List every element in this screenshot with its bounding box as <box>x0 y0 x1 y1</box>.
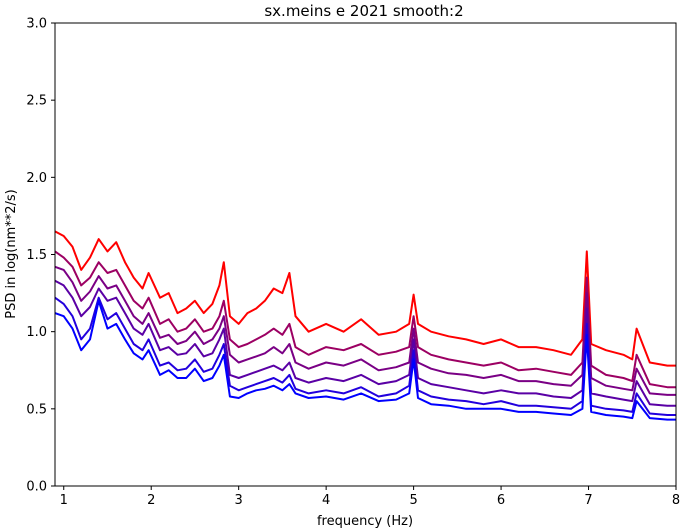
series-line-5 <box>55 296 676 416</box>
x-tick-label: 5 <box>409 493 417 508</box>
x-tick-label: 2 <box>147 493 155 508</box>
series-line-1 <box>55 230 676 367</box>
x-tick-label: 3 <box>235 493 243 508</box>
y-tick-label: 0.0 <box>26 480 47 495</box>
x-tick-label: 7 <box>584 493 592 508</box>
series-line-3 <box>55 265 676 396</box>
y-tick-label: 0.5 <box>26 402 47 417</box>
y-tick-label: 1.0 <box>26 325 47 340</box>
y-tick-label: 2.0 <box>26 171 47 186</box>
axes-layer: 1 2 3 4 5 6 7 8 0.0 0.5 1.0 1.5 2.0 2.5 3.0 <box>26 17 680 509</box>
plot-frame <box>54 22 677 487</box>
chart-title: sx.meins e 2021 smooth:2 <box>264 2 463 20</box>
y-axis-label: PSD in log(nm**2/s) <box>4 189 19 319</box>
x-tick-label: 8 <box>672 493 680 508</box>
x-tick-label: 6 <box>497 493 505 508</box>
y-tick-label: 3.0 <box>26 17 47 32</box>
x-tick-label: 4 <box>322 493 330 508</box>
y-tick-label: 1.5 <box>26 248 47 263</box>
series-line-6 <box>55 299 676 421</box>
x-tick-label: 1 <box>60 493 68 508</box>
x-axis-label: frequency (Hz) <box>317 514 413 529</box>
series-line-4 <box>55 279 676 407</box>
y-tick-label: 2.5 <box>26 94 47 109</box>
series-layer <box>55 230 676 421</box>
series-line-2 <box>55 250 676 389</box>
